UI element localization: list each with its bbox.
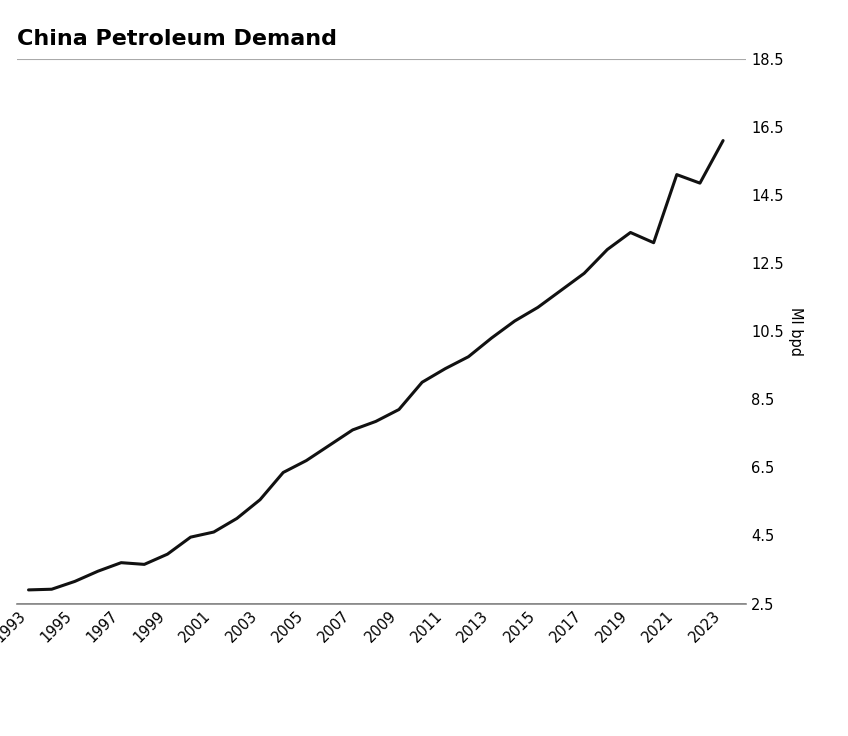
- Y-axis label: Ml bpd: Ml bpd: [788, 307, 803, 355]
- Text: China Petroleum Demand: China Petroleum Demand: [17, 29, 337, 49]
